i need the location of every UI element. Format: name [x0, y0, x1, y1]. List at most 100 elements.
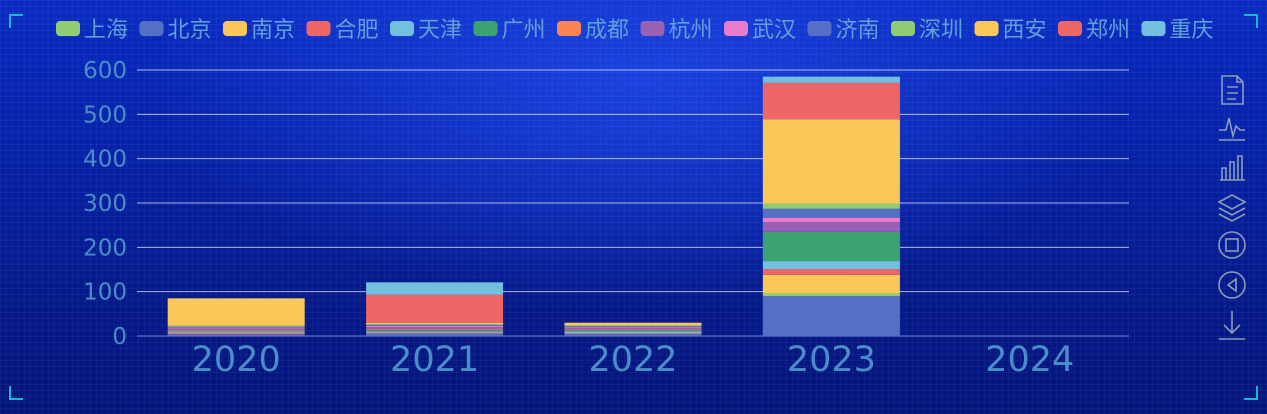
bar-segment-2021-武汉[interactable] — [366, 325, 504, 328]
bar-segment-2023-北京[interactable] — [762, 296, 900, 336]
bar-segment-2022-合肥[interactable] — [564, 333, 702, 335]
y-tick-label: 100 — [83, 280, 127, 306]
legend-item-重庆[interactable]: 重庆 — [1141, 18, 1214, 43]
legend-label: 上海 — [84, 18, 128, 43]
bar-segment-2021-北京[interactable] — [366, 333, 504, 336]
bar-segment-2022-杭州[interactable] — [564, 328, 702, 330]
y-tick-label: 600 — [83, 58, 127, 84]
bar-segment-2023-上海[interactable] — [762, 293, 900, 297]
bar-chart-icon[interactable] — [1220, 155, 1245, 181]
bar-segment-2022-广州[interactable] — [564, 330, 702, 332]
bar-segment-2023-郑州[interactable] — [762, 82, 900, 120]
bar-segment-2023-深圳[interactable] — [762, 203, 900, 209]
y-tick-label: 200 — [83, 235, 127, 261]
stack-layers-icon[interactable] — [1217, 194, 1247, 222]
legend-label: 天津 — [418, 18, 462, 43]
bar-segment-2020-天津[interactable] — [167, 331, 305, 333]
legend-swatch — [306, 21, 331, 36]
y-tick-label: 400 — [83, 147, 127, 173]
restore-icon[interactable] — [1218, 231, 1246, 259]
legend-swatch — [56, 21, 80, 36]
x-tick-label: 2023 — [787, 340, 876, 380]
bar-segment-2021-深圳[interactable] — [366, 324, 504, 325]
legend-label: 成都 — [585, 18, 629, 43]
bar-segment-2022-深圳[interactable] — [564, 325, 702, 327]
bar-segment-2020-杭州[interactable] — [167, 328, 305, 330]
bar-segment-2022-天津[interactable] — [564, 331, 702, 334]
legend-label: 重庆 — [1170, 18, 1214, 43]
bar-segment-2021-重庆[interactable] — [366, 282, 504, 295]
bar-segment-2021-天津[interactable] — [366, 331, 504, 333]
bar-segment-2023-杭州[interactable] — [762, 222, 900, 232]
bar-segment-2023-南京[interactable] — [762, 274, 900, 294]
bar-segment-2023-济南[interactable] — [762, 208, 900, 218]
bar-segment-2020-济南[interactable] — [167, 326, 305, 328]
legend-item-北京[interactable]: 北京 — [139, 18, 212, 43]
legend-label: 杭州 — [669, 18, 713, 43]
legend-item-合肥[interactable]: 合肥 — [306, 18, 379, 43]
bar-segment-2023-合肥[interactable] — [762, 269, 900, 275]
legend-swatch — [139, 21, 164, 36]
legend-label: 武汉 — [752, 18, 796, 43]
bar-segment-2023-天津[interactable] — [762, 261, 900, 270]
legend-swatch — [974, 21, 999, 36]
bar-segment-2020-广州[interactable] — [167, 330, 305, 332]
bar-segment-2021-合肥[interactable] — [366, 332, 504, 334]
bar-segment-2020-西安[interactable] — [167, 298, 305, 326]
bar-segment-2020-武汉[interactable] — [167, 327, 305, 329]
legend-item-广州[interactable]: 广州 — [473, 18, 546, 43]
bar-stacks — [167, 76, 900, 336]
legend-item-武汉[interactable]: 武汉 — [724, 18, 796, 43]
document-icon[interactable] — [1221, 75, 1244, 105]
download-icon[interactable] — [1219, 311, 1245, 340]
bar-segment-2023-重庆[interactable] — [762, 76, 900, 83]
bar-segment-2021-杭州[interactable] — [366, 327, 504, 330]
bar-segment-2020-合肥[interactable] — [167, 332, 305, 335]
legend-item-深圳[interactable]: 深圳 — [891, 18, 963, 43]
bar-segment-2023-广州[interactable] — [762, 231, 900, 262]
bar-segment-2020-成都[interactable] — [167, 329, 305, 331]
legend-item-西安[interactable]: 西安 — [974, 18, 1047, 43]
legend-item-济南[interactable]: 济南 — [807, 18, 880, 43]
legend-item-郑州[interactable]: 郑州 — [1058, 18, 1130, 43]
legend-label: 西安 — [1003, 18, 1047, 43]
legend-swatch — [390, 21, 414, 36]
bar-segment-2021-成都[interactable] — [366, 329, 504, 331]
frame-corner-bottom-left — [9, 386, 23, 400]
x-tick-label: 2020 — [192, 340, 281, 380]
legend-item-天津[interactable]: 天津 — [390, 18, 462, 43]
legend-swatch — [557, 21, 581, 36]
legend-swatch — [1141, 21, 1166, 36]
bar-segment-2020-北京[interactable] — [167, 334, 305, 336]
legend-item-杭州[interactable]: 杭州 — [640, 18, 713, 43]
legend-swatch — [807, 21, 832, 36]
bar-segment-2023-西安[interactable] — [762, 119, 900, 204]
bar-segment-2021-广州[interactable] — [366, 330, 504, 332]
legend-swatch — [640, 21, 665, 36]
legend-label: 广州 — [502, 18, 546, 43]
x-tick-label: 2021 — [390, 340, 479, 380]
legend-label: 南京 — [251, 18, 295, 43]
bar-segment-2022-北京[interactable] — [564, 334, 702, 336]
legend-swatch — [473, 21, 498, 36]
y-tick-label: 300 — [83, 191, 127, 217]
legend-label: 深圳 — [919, 18, 963, 43]
legend-item-上海[interactable]: 上海 — [56, 18, 128, 43]
legend-item-成都[interactable]: 成都 — [557, 18, 629, 43]
bar-segment-2022-济南[interactable] — [564, 326, 702, 328]
bar-segment-2021-西安[interactable] — [366, 322, 504, 325]
line-chart-icon[interactable] — [1219, 117, 1245, 141]
legend-item-南京[interactable]: 南京 — [223, 18, 295, 43]
bar-segment-2021-济南[interactable] — [366, 324, 504, 326]
bar-segment-2023-武汉[interactable] — [762, 217, 900, 223]
back-icon[interactable] — [1218, 271, 1246, 299]
legend-label: 合肥 — [335, 18, 379, 43]
bar-segment-2022-武汉[interactable] — [564, 327, 702, 329]
x-axis: 2020 2021 2022 2023 2024 — [192, 340, 1075, 380]
bar-segment-2021-郑州[interactable] — [366, 294, 504, 323]
bar-segment-2022-成都[interactable] — [564, 329, 702, 331]
bar-segment-2020-深圳[interactable] — [167, 325, 305, 327]
legend: 上海 北京 南京 合肥 天津 广州 成都 杭州 武汉 济南 深圳 西安 郑州 重庆 — [56, 18, 1214, 43]
bar-segment-2022-西安[interactable] — [564, 322, 702, 326]
